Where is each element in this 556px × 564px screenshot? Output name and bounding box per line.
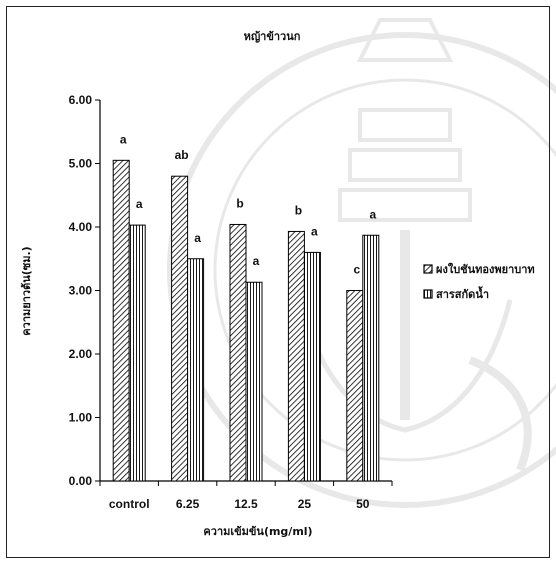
x-tick-label: 12.5 <box>234 497 258 511</box>
bar <box>362 234 380 482</box>
bar <box>229 223 247 482</box>
significance-label: a <box>311 224 318 238</box>
legend-swatch-water-extract <box>423 289 433 299</box>
bar <box>346 290 364 482</box>
y-tick-label: 4.00 <box>69 220 93 234</box>
chart-title: หญ้าข้าวนก <box>244 30 301 43</box>
significance-label: a <box>120 132 127 146</box>
bar <box>287 230 305 482</box>
chart-frame <box>6 6 550 558</box>
legend-label-powder: ผงใบชันทองพยาบาท <box>436 262 535 276</box>
x-tick-label: control <box>109 497 150 511</box>
x-tick-label: 25 <box>298 497 312 511</box>
y-tick-label: 1.00 <box>69 411 93 425</box>
x-tick-label: 50 <box>356 497 370 511</box>
bar <box>112 159 130 482</box>
significance-label: a <box>136 197 143 211</box>
bar <box>303 251 321 482</box>
bar <box>171 175 189 482</box>
bar <box>128 224 146 482</box>
x-axis-label: ความเข้มข้น(mg/ml) <box>203 525 312 538</box>
y-axis-label: ความยาวต้น(ซม.) <box>20 246 33 335</box>
legend-swatch-powder <box>423 264 433 274</box>
significance-label: b <box>295 203 302 217</box>
legend: ผงใบชันทองพยาบาท สารสกัดน้ำ <box>423 262 535 301</box>
significance-label: c <box>353 263 360 277</box>
y-tick-label: 2.00 <box>69 347 93 361</box>
bar <box>245 281 263 482</box>
x-tick-label: 6.25 <box>176 497 200 511</box>
legend-label-water-extract: สารสกัดน้ำ <box>436 286 489 301</box>
y-tick-label: 0.00 <box>69 474 93 488</box>
significance-label: ab <box>175 148 189 162</box>
y-tick-label: 3.00 <box>69 284 93 298</box>
y-tick-label: 6.00 <box>69 93 93 107</box>
significance-label: a <box>253 254 260 268</box>
axes: 0.00 1.00 2.00 3.00 4.00 5.00 6.00 control 6.25 1… <box>69 93 393 511</box>
significance-label: a <box>194 231 201 245</box>
y-tick-label: 5.00 <box>69 157 93 171</box>
significance-label: a <box>369 207 376 221</box>
bars-group <box>112 159 380 482</box>
bar <box>187 258 205 482</box>
significance-label: b <box>236 196 243 210</box>
